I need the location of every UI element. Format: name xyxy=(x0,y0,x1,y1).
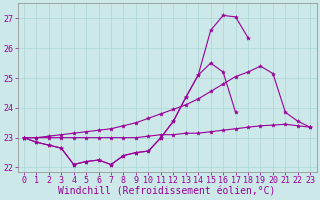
X-axis label: Windchill (Refroidissement éolien,°C): Windchill (Refroidissement éolien,°C) xyxy=(58,187,276,197)
